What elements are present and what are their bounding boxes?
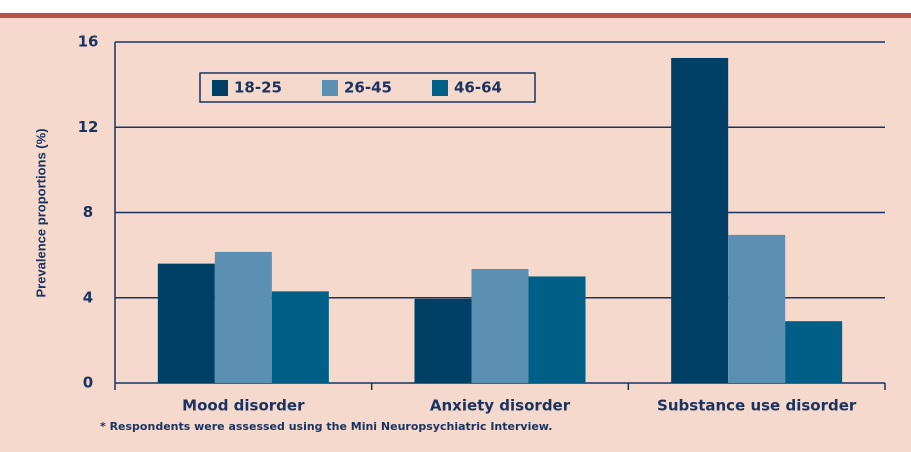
footnote: * Respondents were assessed using the Mi…: [100, 420, 552, 433]
legend-swatch: [212, 80, 228, 96]
y-tick-label: 0: [83, 374, 93, 392]
y-tick-label: 4: [83, 288, 93, 306]
bar: [671, 57, 729, 383]
bar: [271, 291, 329, 383]
legend-label: 46-64: [454, 79, 502, 97]
x-tick-label: Substance use disorder: [657, 397, 857, 415]
x-tick-label: Anxiety disorder: [430, 397, 571, 415]
legend-box: [199, 72, 536, 103]
legend-label: 18-25: [234, 79, 282, 97]
bar: [157, 263, 215, 383]
bar: [471, 268, 529, 383]
bar: [214, 251, 272, 383]
bar: [728, 234, 786, 383]
y-tick-label: 12: [78, 118, 99, 136]
legend-label: 26-45: [344, 79, 392, 97]
top-rule: [0, 13, 911, 18]
y-tick-label: 16: [78, 33, 99, 51]
x-tick-label: Mood disorder: [182, 397, 305, 415]
y-tick-label: 8: [83, 203, 93, 221]
legend-swatch: [322, 80, 338, 96]
y-axis-label: Prevalence proportions (%): [33, 128, 48, 297]
bar: [414, 298, 472, 383]
legend-swatch: [432, 80, 448, 96]
bar: [528, 276, 586, 383]
bar: [785, 321, 843, 383]
